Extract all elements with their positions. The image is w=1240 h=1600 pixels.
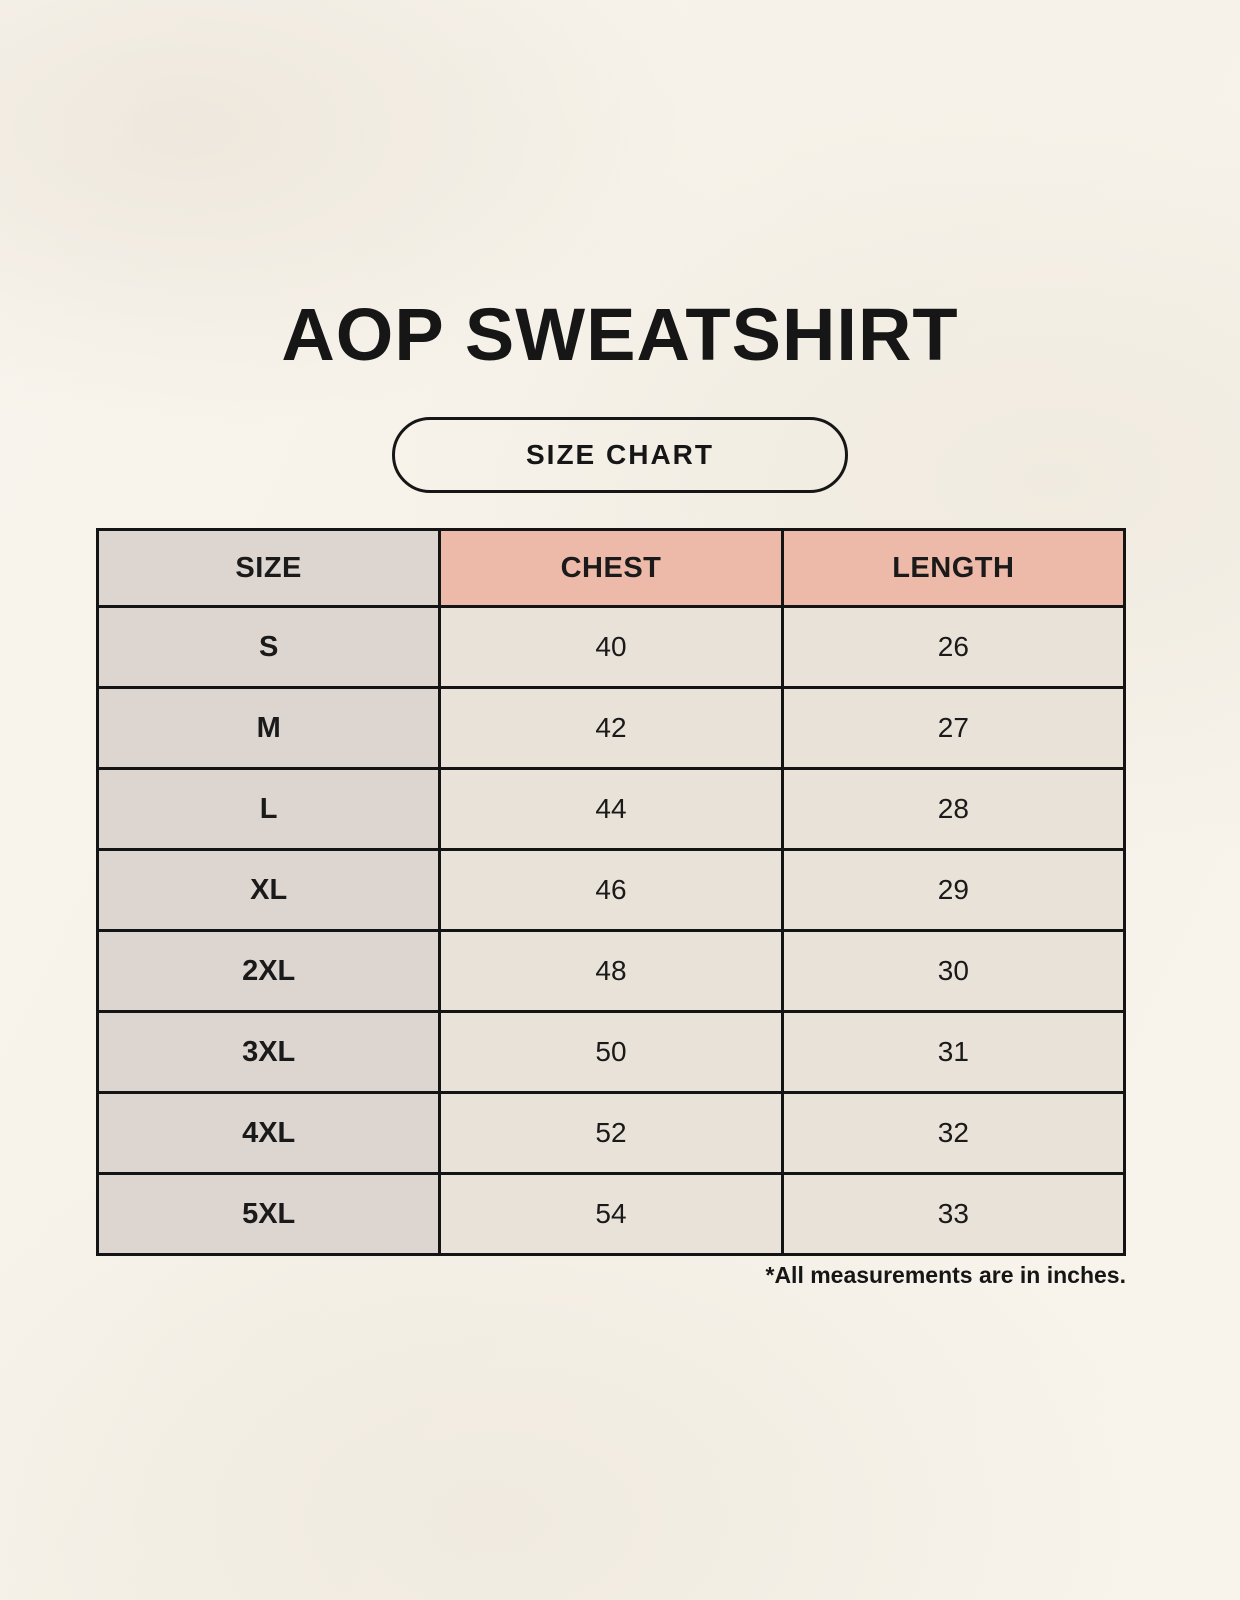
size-table-header-row: SIZE CHEST LENGTH xyxy=(95,528,1127,608)
length-cell: 27 xyxy=(780,686,1127,770)
chest-cell: 46 xyxy=(438,848,784,932)
table-row: 2XL 48 30 xyxy=(95,929,1127,1013)
size-cell: 3XL xyxy=(95,1010,442,1094)
length-cell: 26 xyxy=(780,605,1127,689)
length-cell: 33 xyxy=(780,1172,1127,1256)
chest-cell: 48 xyxy=(438,929,784,1013)
table-row: 5XL 54 33 xyxy=(95,1172,1127,1256)
table-row: XL 46 29 xyxy=(95,848,1127,932)
size-cell: M xyxy=(95,686,442,770)
chest-cell: 44 xyxy=(438,767,784,851)
size-table: SIZE CHEST LENGTH S 40 26 M 42 27 L 44 2… xyxy=(95,528,1127,1256)
size-cell: XL xyxy=(95,848,442,932)
column-header-length: LENGTH xyxy=(780,528,1127,608)
page-title: AOP SWEATSHIRT xyxy=(281,293,959,376)
column-header-chest: CHEST xyxy=(438,528,784,608)
table-row: M 42 27 xyxy=(95,686,1127,770)
size-cell: 4XL xyxy=(95,1091,442,1175)
size-chart-badge-label: SIZE CHART xyxy=(526,439,714,470)
column-header-size: SIZE xyxy=(95,528,442,608)
length-cell: 28 xyxy=(780,767,1127,851)
size-cell: 5XL xyxy=(95,1172,442,1256)
measurements-footnote: *All measurements are in inches. xyxy=(765,1262,1127,1288)
size-cell: L xyxy=(95,767,442,851)
size-chart-badge: SIZE CHART xyxy=(392,417,848,493)
table-row: 3XL 50 31 xyxy=(95,1010,1127,1094)
size-cell: S xyxy=(95,605,442,689)
length-cell: 31 xyxy=(780,1010,1127,1094)
chest-cell: 42 xyxy=(438,686,784,770)
length-cell: 29 xyxy=(780,848,1127,932)
table-row: L 44 28 xyxy=(95,767,1127,851)
length-cell: 30 xyxy=(780,929,1127,1013)
table-row: 4XL 52 32 xyxy=(95,1091,1127,1175)
chest-cell: 40 xyxy=(438,605,784,689)
length-cell: 32 xyxy=(780,1091,1127,1175)
size-cell: 2XL xyxy=(95,929,442,1013)
chest-cell: 50 xyxy=(438,1010,784,1094)
chest-cell: 54 xyxy=(438,1172,784,1256)
chest-cell: 52 xyxy=(438,1091,784,1175)
table-row: S 40 26 xyxy=(95,605,1127,689)
